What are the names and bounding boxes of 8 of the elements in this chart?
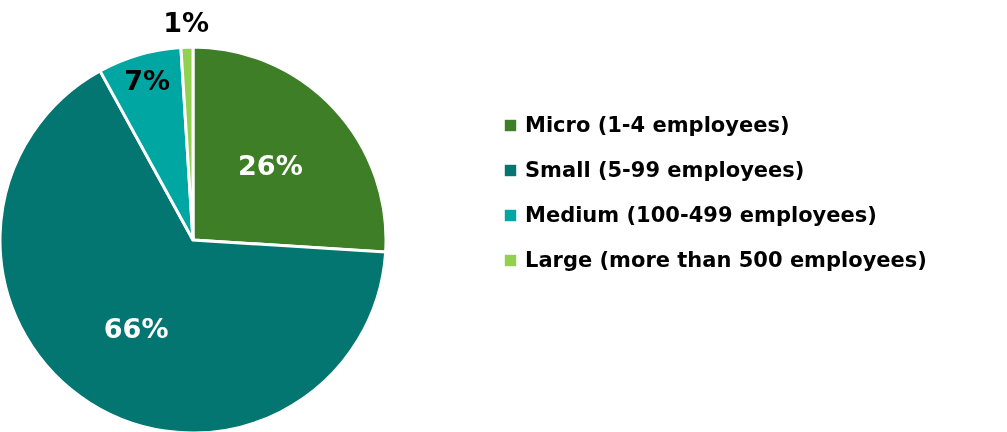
data-label: 7% — [124, 65, 171, 97]
data-label: 66% — [103, 312, 169, 344]
legend-label: Micro (1-4 employees) — [525, 112, 790, 137]
legend-label: Medium (100-499 employees) — [525, 202, 877, 227]
data-label: 1% — [163, 6, 210, 38]
legend-label: Large (more than 500 employees) — [525, 247, 927, 272]
data-label: 26% — [238, 150, 303, 182]
legend-label: Small (5-99 employees) — [525, 157, 805, 182]
